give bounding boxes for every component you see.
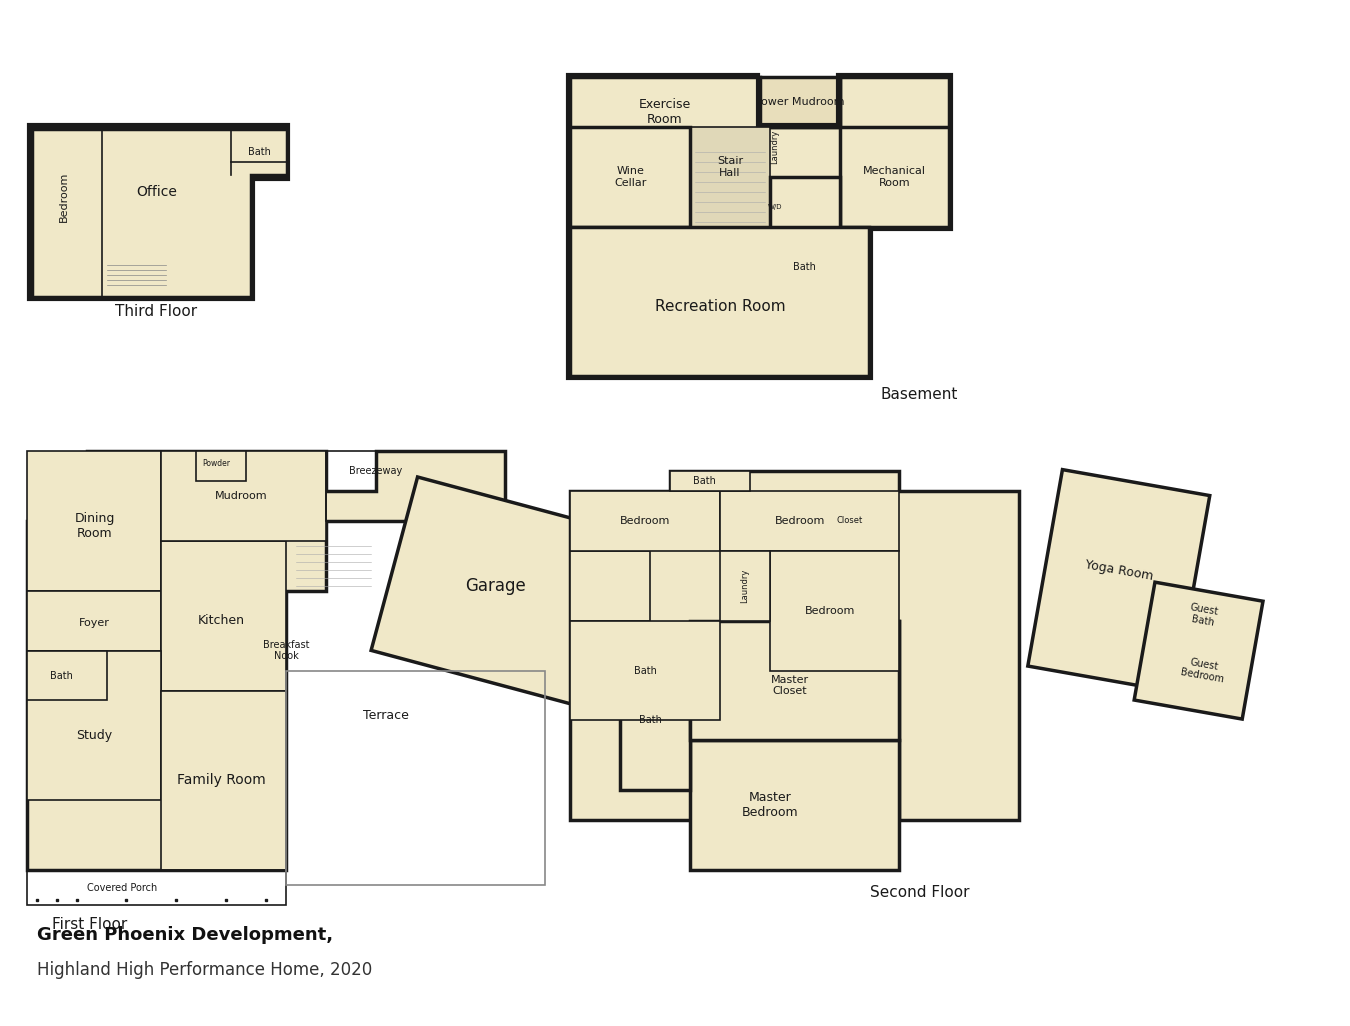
Polygon shape [162,690,286,870]
Text: Breakfast
Nook: Breakfast Nook [263,640,309,662]
Polygon shape [570,621,720,720]
Text: Powder: Powder [202,459,231,468]
Polygon shape [162,451,325,541]
Text: Kitchen: Kitchen [197,615,244,627]
Polygon shape [231,127,286,176]
Text: Third Floor: Third Floor [115,304,197,319]
Polygon shape [570,491,720,551]
Text: Mudroom: Mudroom [215,491,267,501]
Polygon shape [101,127,251,297]
Text: Guest
Bedroom: Guest Bedroom [1180,656,1227,685]
Text: Dining
Room: Dining Room [74,512,115,540]
Text: Guest
Bath: Guest Bath [1188,602,1219,629]
Text: Master
Bedroom: Master Bedroom [741,791,798,819]
Polygon shape [769,551,899,671]
Polygon shape [1027,470,1210,692]
Polygon shape [620,650,690,790]
Polygon shape [371,477,620,705]
Text: Foyer: Foyer [80,618,109,628]
Text: Closet: Closet [837,516,863,525]
Polygon shape [690,741,899,870]
Text: Breezeway: Breezeway [350,466,402,476]
Polygon shape [670,471,749,491]
Text: Laundry: Laundry [740,568,749,603]
Polygon shape [101,272,171,297]
Text: First Floor: First Floor [51,917,127,933]
Text: Family Room: Family Room [177,774,266,787]
Polygon shape [196,451,246,481]
Polygon shape [570,471,1019,820]
Text: Bedroom: Bedroom [805,605,855,616]
Text: Lower Mudroom: Lower Mudroom [755,97,844,107]
Polygon shape [570,551,651,621]
Text: Bath: Bath [694,476,717,486]
Text: W/D: W/D [768,204,782,210]
Text: Bath: Bath [633,666,656,675]
Polygon shape [720,491,899,551]
Text: Wine
Cellar: Wine Cellar [614,166,647,188]
Text: Study: Study [77,728,112,742]
Polygon shape [27,650,107,701]
Text: Bedroom: Bedroom [775,516,825,526]
Text: Second Floor: Second Floor [869,885,969,901]
Polygon shape [162,541,286,690]
Text: Stair
Hall: Stair Hall [717,156,742,177]
Polygon shape [769,176,840,297]
Polygon shape [27,591,162,650]
Polygon shape [570,227,869,377]
Text: Terrace: Terrace [363,709,409,722]
Polygon shape [760,77,840,127]
Polygon shape [690,127,770,227]
Text: Bath: Bath [247,147,270,157]
Text: Yoga Room: Yoga Room [1084,558,1154,583]
Text: Garage: Garage [466,577,526,595]
Text: Highland High Performance Home, 2020: Highland High Performance Home, 2020 [36,960,373,979]
Polygon shape [27,451,505,870]
Text: Laundry: Laundry [771,130,779,164]
Text: Exercise
Room: Exercise Room [639,98,691,126]
Polygon shape [30,129,288,297]
Text: Green Phoenix Development,: Green Phoenix Development, [36,925,333,944]
Polygon shape [27,650,162,800]
Text: Covered Porch: Covered Porch [86,883,157,893]
Text: Bedroom: Bedroom [620,516,670,526]
Polygon shape [690,621,899,741]
Text: Bath: Bath [794,262,817,272]
Polygon shape [570,77,949,377]
Polygon shape [32,127,101,297]
Polygon shape [570,127,690,227]
Text: Master
Closet: Master Closet [771,675,809,697]
Polygon shape [27,451,162,591]
Text: Office: Office [136,185,177,199]
Text: Bedroom: Bedroom [58,171,69,222]
Text: Bath: Bath [639,715,662,725]
Text: Bath: Bath [50,671,73,680]
Text: Mechanical
Room: Mechanical Room [863,166,926,188]
Polygon shape [720,551,770,621]
Text: Recreation Room: Recreation Room [655,299,786,314]
Polygon shape [840,127,949,227]
Polygon shape [1134,582,1264,719]
Text: Basement: Basement [880,387,958,402]
